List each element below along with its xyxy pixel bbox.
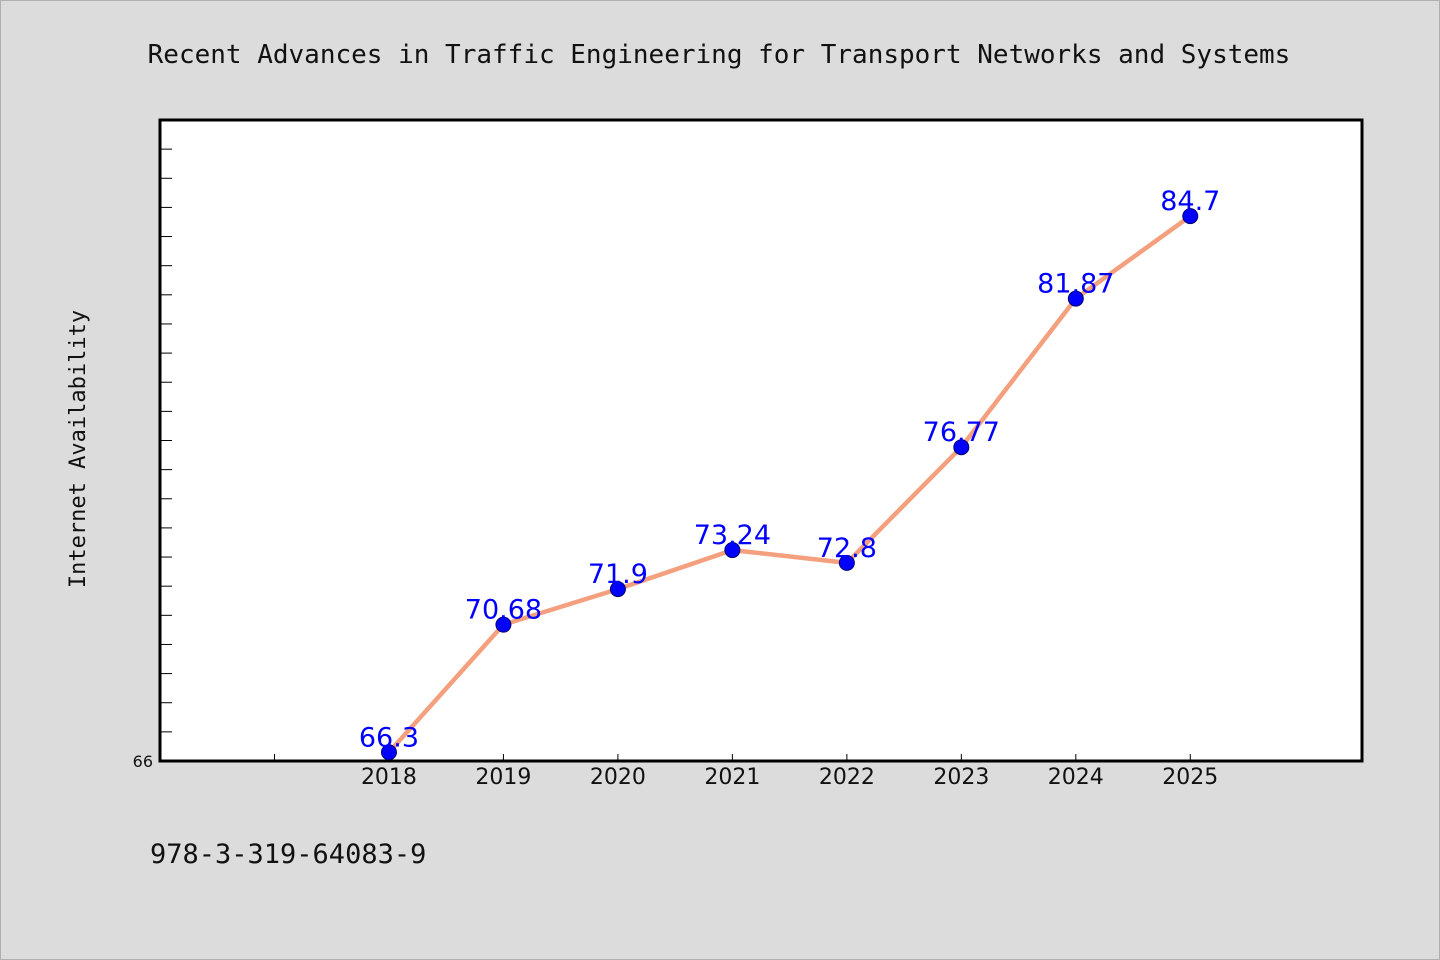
data-point-2020: [609, 581, 626, 598]
x-tick-label-2018: 2018: [361, 765, 417, 790]
data-label-2021: 73.24: [694, 520, 771, 551]
data-label-2025: 84.7: [1160, 186, 1220, 217]
data-label-2018: 66.3: [359, 722, 419, 753]
x-tick-label-2024: 2024: [1048, 765, 1104, 790]
data-point-2019: [495, 616, 512, 633]
data-point-2022: [838, 554, 855, 571]
plot-area: [158, 118, 1364, 763]
series-markers: [380, 208, 1199, 761]
data-point-2021: [724, 542, 741, 559]
data-point-2018: [380, 744, 397, 761]
x-tick-label-2022: 2022: [819, 765, 875, 790]
series-line-group: [386, 213, 1193, 755]
data-point-2023: [953, 439, 970, 456]
x-tick-label-2019: 2019: [475, 765, 531, 790]
data-label-2024: 81.87: [1037, 269, 1114, 300]
data-label-2023: 76.77: [923, 417, 1000, 448]
y-axis-label: Internet Availability: [66, 310, 91, 588]
data-label-2022: 72.8: [817, 533, 877, 564]
data-label-2020: 71.9: [588, 559, 648, 590]
x-tick-label-2025: 2025: [1162, 765, 1218, 790]
x-tick-label-2021: 2021: [704, 765, 760, 790]
y-axis-ticks: [161, 148, 172, 733]
series-line: [386, 213, 1193, 755]
chart-title: Recent Advances in Traffic Engineering f…: [148, 40, 1291, 70]
data-labels: 66.3 70.68 71.9 73.24 72.8 76.77 81.87 84.7: [359, 186, 1220, 753]
isbn-footer: 978-3-319-64083-9: [150, 839, 426, 870]
x-tick-label-2020: 2020: [590, 765, 646, 790]
x-axis-tick-labels: 2018 2019 2020 2021 2022 2023 2024 2025: [361, 765, 1218, 790]
y-tick-label-66: 66: [133, 752, 153, 771]
data-point-2025: [1182, 208, 1199, 225]
x-tick-label-2023: 2023: [933, 765, 989, 790]
data-label-2019: 70.68: [465, 595, 542, 626]
data-point-2024: [1067, 290, 1084, 307]
